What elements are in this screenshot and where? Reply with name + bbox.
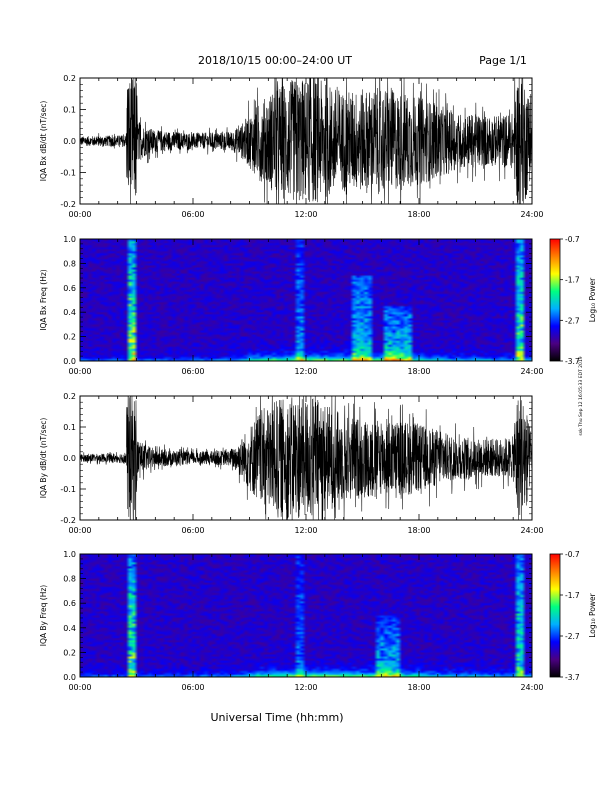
y-tick-label: 0.4 (63, 624, 76, 633)
colorbar-tick-label: -0.7 (565, 235, 580, 244)
x-tick-label: 12:00 (294, 526, 317, 535)
x-axis-label: Universal Time (hh:mm) (211, 711, 344, 724)
y-axis-label: IQA By Freq (Hz) (39, 585, 48, 647)
x-tick-label: 06:00 (181, 210, 204, 219)
colorbar-tick-label: -1.7 (565, 591, 580, 600)
page-indicator: Page 1/1 (479, 54, 527, 67)
y-tick-label: 0.2 (63, 333, 76, 342)
y-axis-label: IQA By dB/dt (nT/sec) (39, 418, 48, 499)
y-tick-label: 0.0 (63, 673, 76, 682)
dbdt-trace (80, 396, 532, 520)
colorbar-tick-label: -2.7 (565, 316, 580, 325)
y-tick-label: -0.1 (60, 485, 76, 494)
panel-3: 00:00 06:00 12:00 18:00 24:00 -0.2 -0.1 0.0 0.1 0… (39, 392, 544, 535)
y-tick-label: 0.0 (63, 357, 76, 366)
colorbar (549, 238, 561, 362)
colorbar-tick-label: -0.7 (565, 550, 580, 559)
x-tick-label: 18:00 (407, 367, 430, 376)
x-tick-label: 12:00 (294, 367, 317, 376)
x-tick-label: 00:00 (68, 526, 91, 535)
spectrogram-image (80, 239, 532, 361)
panel-2: -0.7 -1.7 -2.7 -3.7 Log₁₀ Power 00:00 06:00 12:… (39, 235, 597, 376)
x-tick-label: 00:00 (68, 367, 91, 376)
x-tick-label: 06:00 (181, 367, 204, 376)
colorbar-label: Log₁₀ Power (588, 592, 597, 637)
colorbar-tick-label: -1.7 (565, 276, 580, 285)
y-tick-label: 1.0 (63, 550, 76, 559)
date-range-title: 2018/10/15 00:00–24:00 UT (198, 54, 352, 67)
x-tick-label: 06:00 (181, 683, 204, 692)
y-tick-label: 0.1 (63, 106, 76, 115)
y-tick-label: 0.6 (63, 284, 76, 293)
colorbar-tick-label: -3.7 (565, 673, 580, 682)
spectrogram-image (80, 554, 532, 677)
x-tick-label: 12:00 (294, 683, 317, 692)
y-tick-label: 0.6 (63, 599, 76, 608)
y-tick-label: 0.0 (63, 137, 76, 146)
y-tick-label: -0.2 (60, 200, 76, 209)
y-axis-label: IQA Bx Freq (Hz) (39, 269, 48, 331)
y-axis-label: IQA Bx dB/dt (nT/sec) (39, 101, 48, 182)
side-timestamp-note: ssk Thu Sep 12 16:05:33 EDT 2019 (578, 356, 584, 435)
panel-4: -0.7 -1.7 -2.7 -3.7 Log₁₀ Power 00:00 06:00 12:… (39, 550, 597, 692)
x-tick-label: 24:00 (520, 683, 543, 692)
x-tick-label: 18:00 (407, 526, 430, 535)
x-tick-label: 06:00 (181, 526, 204, 535)
y-tick-label: 1.0 (63, 235, 76, 244)
y-tick-label: 0.4 (63, 308, 76, 317)
panel-1: 00:00 06:00 12:00 18:00 24:00 -0.2 -0.1 0.0 0.1 0… (39, 74, 544, 219)
dbdt-trace (80, 78, 532, 204)
y-tick-label: 0.8 (63, 259, 76, 268)
colorbar-tick-label: -3.7 (565, 357, 580, 366)
x-tick-label: 00:00 (68, 683, 91, 692)
colorbar (549, 553, 561, 678)
y-tick-label: 0.0 (63, 454, 76, 463)
y-tick-label: -0.2 (60, 516, 76, 525)
x-tick-label: 18:00 (407, 210, 430, 219)
colorbar-tick-label: -2.7 (565, 632, 580, 641)
y-tick-label: 0.1 (63, 423, 76, 432)
x-tick-label: 24:00 (520, 210, 543, 219)
x-tick-label: 00:00 (68, 210, 91, 219)
x-tick-label: 18:00 (407, 683, 430, 692)
y-tick-label: 0.2 (63, 648, 76, 657)
x-tick-label: 24:00 (520, 367, 543, 376)
x-tick-label: 12:00 (294, 210, 317, 219)
panels: 00:00 06:00 12:00 18:00 24:00 -0.2 -0.1 0.0 0.1 0… (39, 74, 597, 692)
y-tick-label: 0.2 (63, 392, 76, 401)
colorbar-label: Log₁₀ Power (588, 277, 597, 322)
x-tick-label: 24:00 (520, 526, 543, 535)
y-tick-label: -0.1 (60, 169, 76, 178)
y-tick-label: 0.2 (63, 74, 76, 83)
y-tick-label: 0.8 (63, 575, 76, 584)
